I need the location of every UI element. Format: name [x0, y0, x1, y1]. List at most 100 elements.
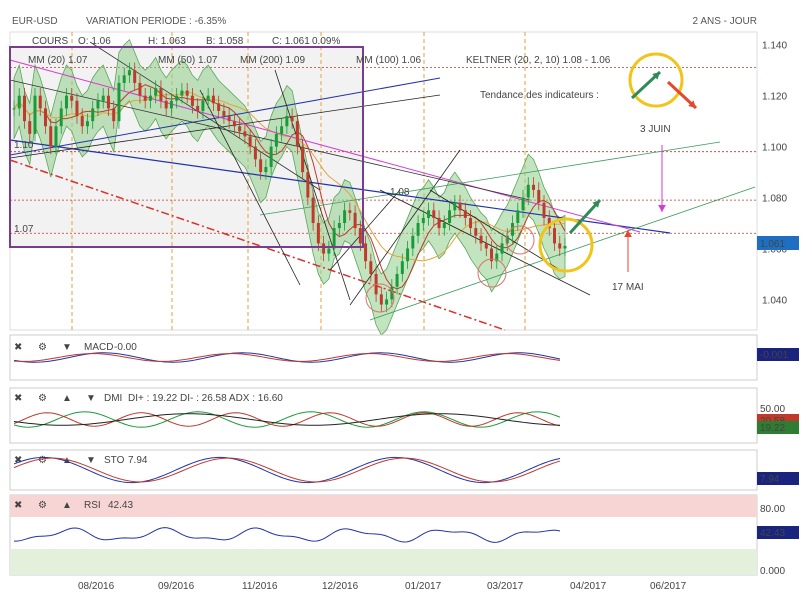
- macd-line: [13, 352, 561, 363]
- candle-body-82: [442, 223, 446, 229]
- juin-arrow-head: [658, 204, 666, 212]
- candle-body-37: [206, 95, 210, 101]
- legend-open: O: 1.06: [78, 36, 111, 47]
- candle-body-70: [379, 294, 383, 305]
- candle-body-50: [274, 133, 278, 147]
- candle-body-90: [484, 243, 488, 249]
- candle-body-73: [395, 273, 399, 287]
- dmi-minus-line: [13, 412, 561, 427]
- candle-body-33: [185, 90, 189, 96]
- candle-body-16: [96, 100, 100, 109]
- trend-line-0: [9, 139, 671, 234]
- trend-line-2: [9, 94, 441, 159]
- candle-body-61: [332, 228, 336, 249]
- variation-label: VARIATION PERIODE : -6.35%: [86, 16, 227, 27]
- dmi-close-icon: ✖: [14, 393, 22, 404]
- dmi-level: 50.00: [760, 404, 785, 415]
- candle-body-76: [411, 235, 415, 249]
- candle-body-55: [301, 146, 305, 173]
- candle-body-103: [553, 228, 557, 244]
- candle-body-60: [327, 248, 331, 254]
- candle-body-28: [159, 88, 163, 101]
- sto-arrow-up-icon: ▲: [62, 455, 72, 466]
- candle-body-24: [138, 82, 142, 96]
- candle-body-26: [148, 95, 152, 101]
- sto-k-line: [13, 456, 561, 484]
- period-label: 2 ANS - JOUR: [692, 16, 757, 27]
- candle-body-21: [122, 75, 126, 83]
- candle-body-19: [112, 108, 116, 122]
- candle-body-25: [143, 95, 147, 101]
- trend-line-6: [89, 41, 321, 191]
- rsi-arrow-up-icon: ▲: [62, 500, 72, 511]
- candle-body-104: [558, 243, 562, 249]
- rsi-oversold-band: [10, 549, 757, 575]
- trend-line-13: [379, 189, 591, 296]
- candle-body-102: [547, 217, 551, 229]
- candle-body-78: [421, 217, 425, 224]
- candle-body-17: [101, 95, 105, 101]
- x-tick-6: 04/2017: [570, 581, 607, 592]
- bull-arrow-head: [592, 200, 600, 208]
- legend-keltner: KELTNER (20, 2, 10) 1.08 - 1.06: [466, 55, 611, 66]
- candle-body-74: [400, 261, 404, 274]
- x-tick-1: 09/2016: [158, 581, 195, 592]
- price-badge-bg: [757, 236, 799, 250]
- legend-cours: COURS: [32, 36, 68, 47]
- candle-body-84: [453, 202, 457, 211]
- rsi-gear-icon: ⚙: [38, 500, 47, 511]
- rsi-close-icon: ✖: [14, 500, 22, 511]
- candle-body-44: [243, 131, 247, 137]
- candle-body-10: [64, 95, 68, 109]
- candle-body-57: [311, 197, 315, 224]
- sto-close-icon: ✖: [14, 455, 22, 466]
- candle-body-23: [133, 70, 137, 83]
- legend-mm50: MM (50) 1.07: [158, 55, 218, 66]
- panel-dmi-frame: [9, 387, 758, 444]
- panel-rsi-value: 42.43: [108, 500, 133, 511]
- candle-body-87: [469, 217, 473, 229]
- y-tick-0: 1.040: [762, 295, 787, 306]
- candle-body-86: [463, 210, 467, 218]
- candle-body-8: [54, 126, 58, 147]
- candle-body-58: [316, 223, 320, 244]
- candle-body-65: [353, 212, 357, 229]
- candle-body-98: [526, 184, 530, 198]
- rsi-level-80: 80.00: [760, 504, 785, 515]
- sto-badge-text: 7.94: [760, 474, 780, 485]
- trend-line-4: [9, 79, 531, 201]
- candle-body-63: [343, 210, 347, 224]
- candle-body-34: [190, 95, 194, 106]
- panel-macd-value: -0.00: [114, 342, 137, 353]
- dmi-badge2-bg: [757, 421, 799, 434]
- candle-body-6: [43, 108, 47, 127]
- candle-body-51: [280, 126, 284, 134]
- x-tick-0: 08/2016: [78, 581, 115, 592]
- candle-body-47: [259, 159, 263, 173]
- indicator-circle: [628, 52, 684, 108]
- annotation-108: 1.08: [390, 187, 410, 198]
- candle-body-43: [238, 126, 242, 132]
- annotation-110: 1.10: [14, 140, 34, 151]
- legend-high: H: 1.063: [148, 36, 186, 47]
- candle-body-53: [290, 116, 294, 122]
- rsi-level-0: 0.000: [760, 566, 785, 577]
- x-tick-2: 11/2016: [242, 581, 278, 592]
- candle-body-35: [196, 105, 200, 111]
- candle-body-41: [227, 116, 231, 122]
- macd-gear-icon: ⚙: [38, 342, 47, 353]
- candle-body-22: [127, 70, 131, 76]
- x-tick-5: 03/2017: [487, 581, 524, 592]
- candle-body-45: [248, 136, 252, 147]
- dmi-gear-icon: ⚙: [38, 393, 47, 404]
- candle-body-49: [269, 146, 273, 167]
- candle-body-29: [164, 100, 168, 109]
- macd-arrow-down-icon: ▼: [62, 342, 72, 353]
- candle-body-75: [406, 248, 410, 262]
- y-tick-5: 1.140: [762, 41, 787, 52]
- candle-body-83: [448, 210, 452, 224]
- x-tick-7: 06/2017: [650, 581, 687, 592]
- focus-circle: [538, 217, 594, 273]
- candle-body-40: [222, 110, 226, 117]
